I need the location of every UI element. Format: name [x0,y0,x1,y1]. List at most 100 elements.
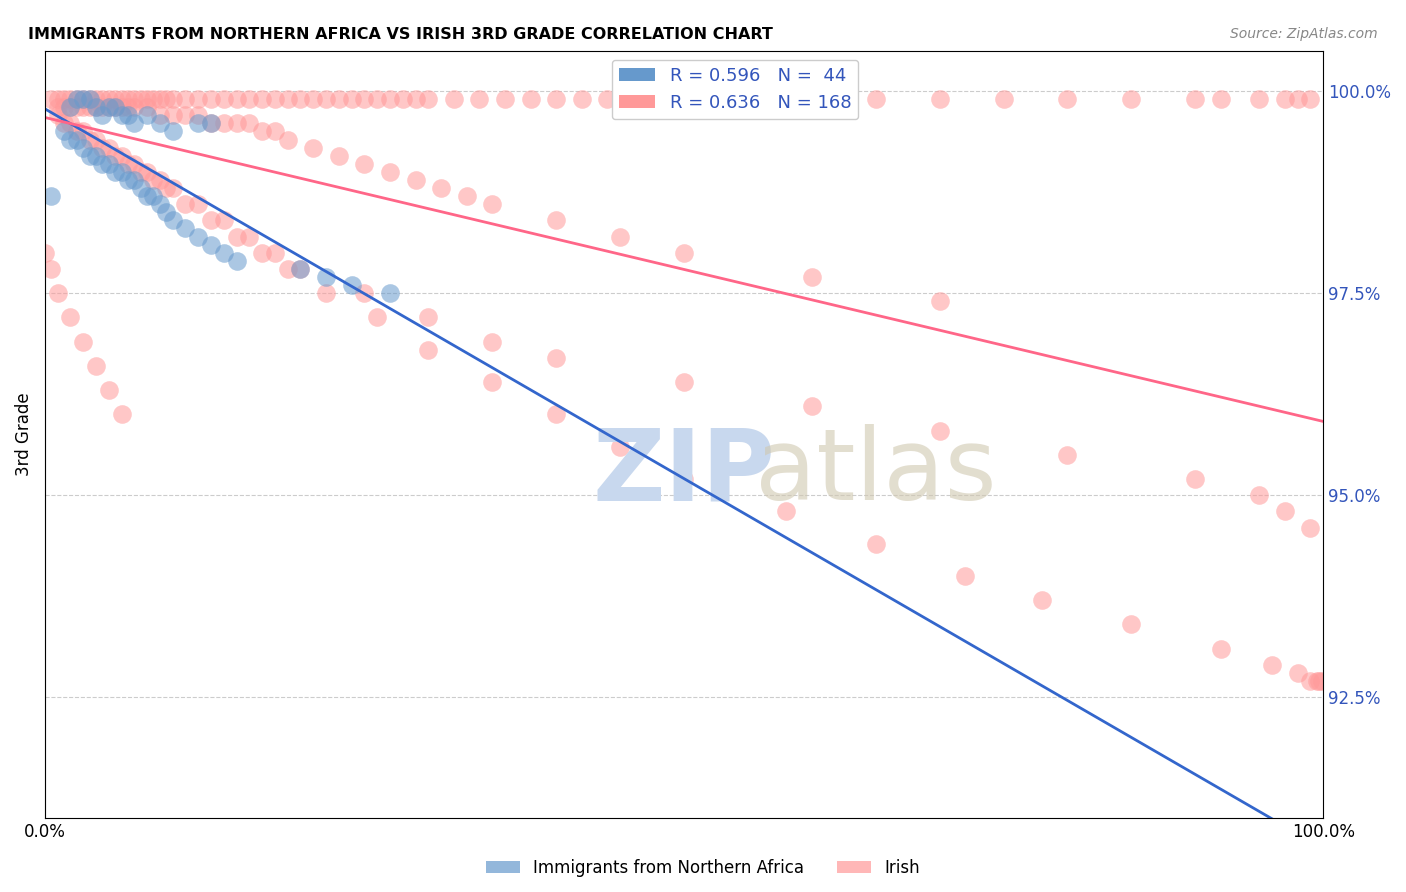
Point [136,108,159,122]
Point [481,197,503,211]
Point [66,124,89,138]
Point [124,116,146,130]
Point [174,221,197,235]
Point [225,92,247,106]
Point [66,132,89,146]
Point [378,92,401,106]
Point [91,141,114,155]
Point [993,92,1015,106]
Point [174,197,197,211]
Point [97,100,120,114]
Point [546,92,568,106]
Point [800,92,823,106]
Point [238,116,260,130]
Legend: Immigrants from Northern Africa, Irish: Immigrants from Northern Africa, Irish [479,853,927,884]
Point [302,92,325,106]
Point [187,92,209,106]
Point [72,92,94,106]
Point [149,197,172,211]
Point [72,92,94,106]
Point [1184,92,1206,106]
Point [1056,92,1078,106]
Point [34,245,56,260]
Point [340,278,363,293]
Point [1209,92,1232,106]
Point [1121,617,1143,632]
Point [53,92,76,106]
Point [97,383,120,397]
Point [142,173,165,187]
Point [546,408,568,422]
Point [59,100,82,114]
Point [174,108,197,122]
Point [124,173,146,187]
Point [277,261,299,276]
Text: atlas: atlas [755,425,997,522]
Point [72,334,94,349]
Point [212,213,235,227]
Point [104,165,127,179]
Point [378,165,401,179]
Point [391,92,413,106]
Point [84,149,107,163]
Point [117,92,139,106]
Point [72,141,94,155]
Point [737,92,759,106]
Point [162,181,184,195]
Point [953,569,976,583]
Point [79,92,101,106]
Point [1306,674,1329,689]
Point [46,92,69,106]
Point [418,92,440,106]
Point [97,100,120,114]
Point [212,245,235,260]
Text: IMMIGRANTS FROM NORTHERN AFRICA VS IRISH 3RD GRADE CORRELATION CHART: IMMIGRANTS FROM NORTHERN AFRICA VS IRISH… [28,27,773,42]
Point [97,92,120,106]
Point [104,92,127,106]
Point [672,92,695,106]
Point [366,310,388,325]
Point [53,124,76,138]
Point [53,116,76,130]
Point [328,149,350,163]
Point [66,92,89,106]
Point [79,100,101,114]
Point [481,334,503,349]
Point [494,92,516,106]
Point [110,165,132,179]
Point [315,286,337,301]
Point [155,92,177,106]
Point [149,108,172,122]
Point [290,261,312,276]
Point [238,229,260,244]
Point [519,92,541,106]
Point [117,100,139,114]
Point [84,92,107,106]
Point [315,270,337,285]
Point [84,132,107,146]
Point [59,100,82,114]
Y-axis label: 3rd Grade: 3rd Grade [15,392,32,476]
Point [162,213,184,227]
Point [79,92,101,106]
Point [187,229,209,244]
Point [1056,448,1078,462]
Point [1299,92,1322,106]
Point [136,100,159,114]
Point [250,124,273,138]
Point [187,108,209,122]
Point [1286,665,1309,680]
Point [353,286,375,301]
Point [110,92,132,106]
Point [264,245,287,260]
Point [250,245,273,260]
Point [72,100,94,114]
Point [200,116,222,130]
Point [609,229,631,244]
Point [129,165,152,179]
Point [800,399,823,413]
Point [290,92,312,106]
Point [775,504,797,518]
Point [468,92,491,106]
Point [865,537,887,551]
